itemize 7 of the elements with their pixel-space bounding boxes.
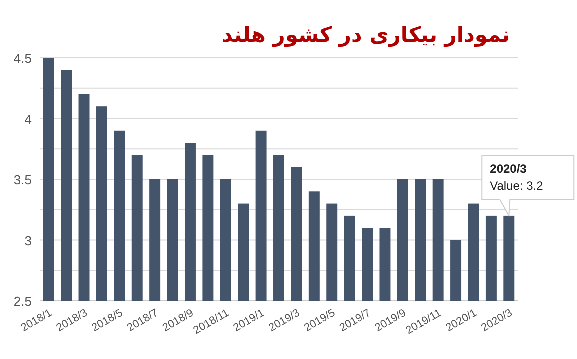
y-tick-label: 3.5 — [14, 172, 32, 188]
chart-title: نمودار بیکاری در کشور هلند — [222, 23, 510, 48]
annotation: 2020/3 Value: 3.2 — [490, 162, 544, 193]
y-tick-label: 4.5 — [14, 51, 32, 66]
y-tick-label: 3 — [24, 233, 32, 248]
y-tick-label: 4 — [24, 112, 32, 127]
y-tick-label: 2.5 — [14, 294, 32, 309]
